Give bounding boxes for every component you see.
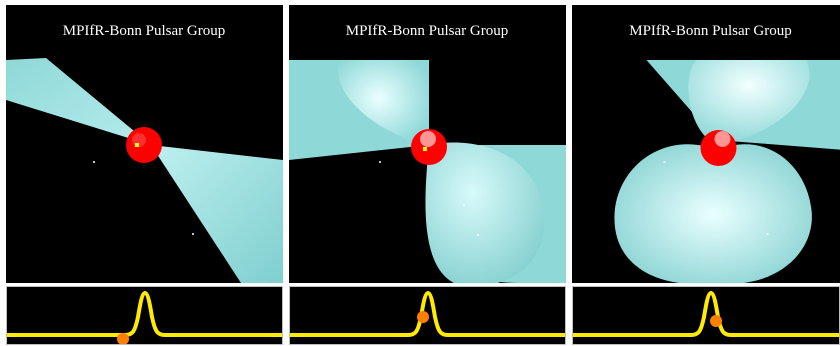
neutron-star [126,127,162,163]
pulsar-viewport: MPIfR-Bonn Pulsar Group [289,5,566,283]
star-dot [93,161,95,163]
emission-beam [6,58,151,145]
pulse-profile [6,286,283,345]
pulse-profile [572,286,840,345]
pulsar-scene: MPIfR-Bonn Pulsar Group [614,23,840,283]
pulsar-viewport: MPIfR-Bonn Pulsar Group [572,5,840,283]
star-dot [663,161,666,163]
emission-beam [151,145,283,283]
panel-title: MPIfR-Bonn Pulsar Group [63,23,226,39]
star-dot [766,233,769,235]
neutron-star [411,129,447,165]
phase-marker [417,311,429,323]
phase-marker [117,333,129,344]
star-dot [463,204,465,206]
emission-beam [688,60,810,145]
magnetic-pole [423,147,427,151]
pulsar-scene: MPIfR-Bonn Pulsar Group [289,23,566,283]
phase-marker [710,315,722,327]
emission-beam [337,60,429,145]
pulsar-panel-2: MPIfR-Bonn Pulsar Group [289,5,566,345]
pulsar-scene: MPIfR-Bonn Pulsar Group [6,23,283,283]
pulsar-panel-1: MPIfR-Bonn Pulsar Group [6,5,283,345]
pulse-curve [7,290,282,337]
panel-title: MPIfR-Bonn Pulsar Group [629,23,792,39]
star-dot [192,233,194,235]
star-dot [379,161,381,163]
panel-title: MPIfR-Bonn Pulsar Group [346,23,509,39]
pulse-curve [573,290,839,337]
star-dot [477,234,479,236]
emission-beam [614,144,812,283]
pulsar-panel-3: MPIfR-Bonn Pulsar Group [572,5,840,345]
pulse-curve [290,290,565,337]
pulse-profile [289,286,566,345]
emission-beam [425,142,545,283]
magnetic-pole [135,143,139,147]
pulsar-viewport: MPIfR-Bonn Pulsar Group [6,5,283,283]
